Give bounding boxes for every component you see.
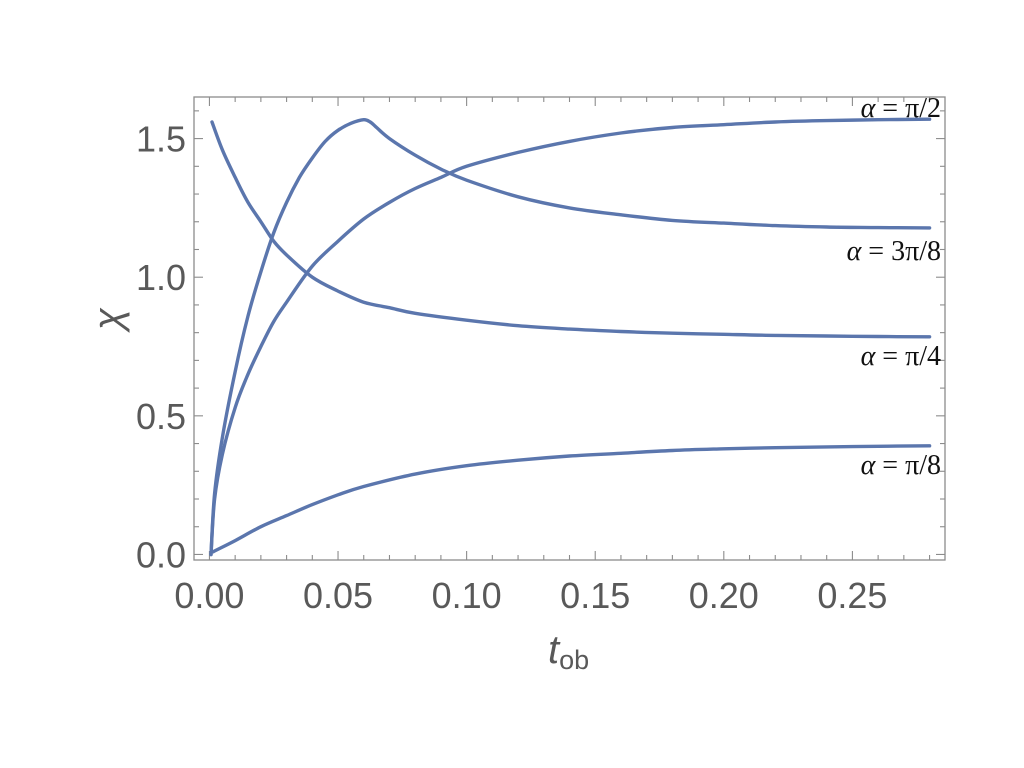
y-tick-label: 1.0 <box>136 257 186 298</box>
axis-ticks <box>194 97 945 560</box>
x-tick-label: 0.05 <box>303 575 373 616</box>
series-label: α = π/8 <box>861 450 941 481</box>
series-labels: α = π/2 α = 3π/8 α = π/4 α = π/8 <box>847 93 941 481</box>
x-tick-labels: 0.00 0.05 0.10 0.15 0.20 0.25 <box>174 575 887 616</box>
y-tick-label: 0.0 <box>136 534 186 575</box>
series-label: α = π/4 <box>861 341 941 372</box>
series-label: α = π/2 <box>861 93 941 124</box>
x-tick-label: 0.20 <box>689 575 759 616</box>
x-axis-label-subscript: ob <box>559 645 589 675</box>
series-curves <box>209 117 932 557</box>
series-line <box>211 444 932 554</box>
y-tick-label: 0.5 <box>136 396 186 437</box>
series-line <box>210 120 932 339</box>
series-line <box>209 117 932 557</box>
series-line <box>209 117 932 557</box>
x-tick-label: 0.15 <box>560 575 630 616</box>
x-tick-label: 0.25 <box>817 575 887 616</box>
x-tick-label: 0.00 <box>174 575 244 616</box>
y-tick-label: 1.5 <box>136 119 186 160</box>
x-tick-label: 0.10 <box>432 575 502 616</box>
x-axis-label: tob <box>548 628 589 675</box>
y-tick-labels: 0.0 0.5 1.0 1.5 <box>136 119 186 576</box>
y-axis-label: χ <box>86 307 130 333</box>
series-label: α = 3π/8 <box>847 236 941 267</box>
